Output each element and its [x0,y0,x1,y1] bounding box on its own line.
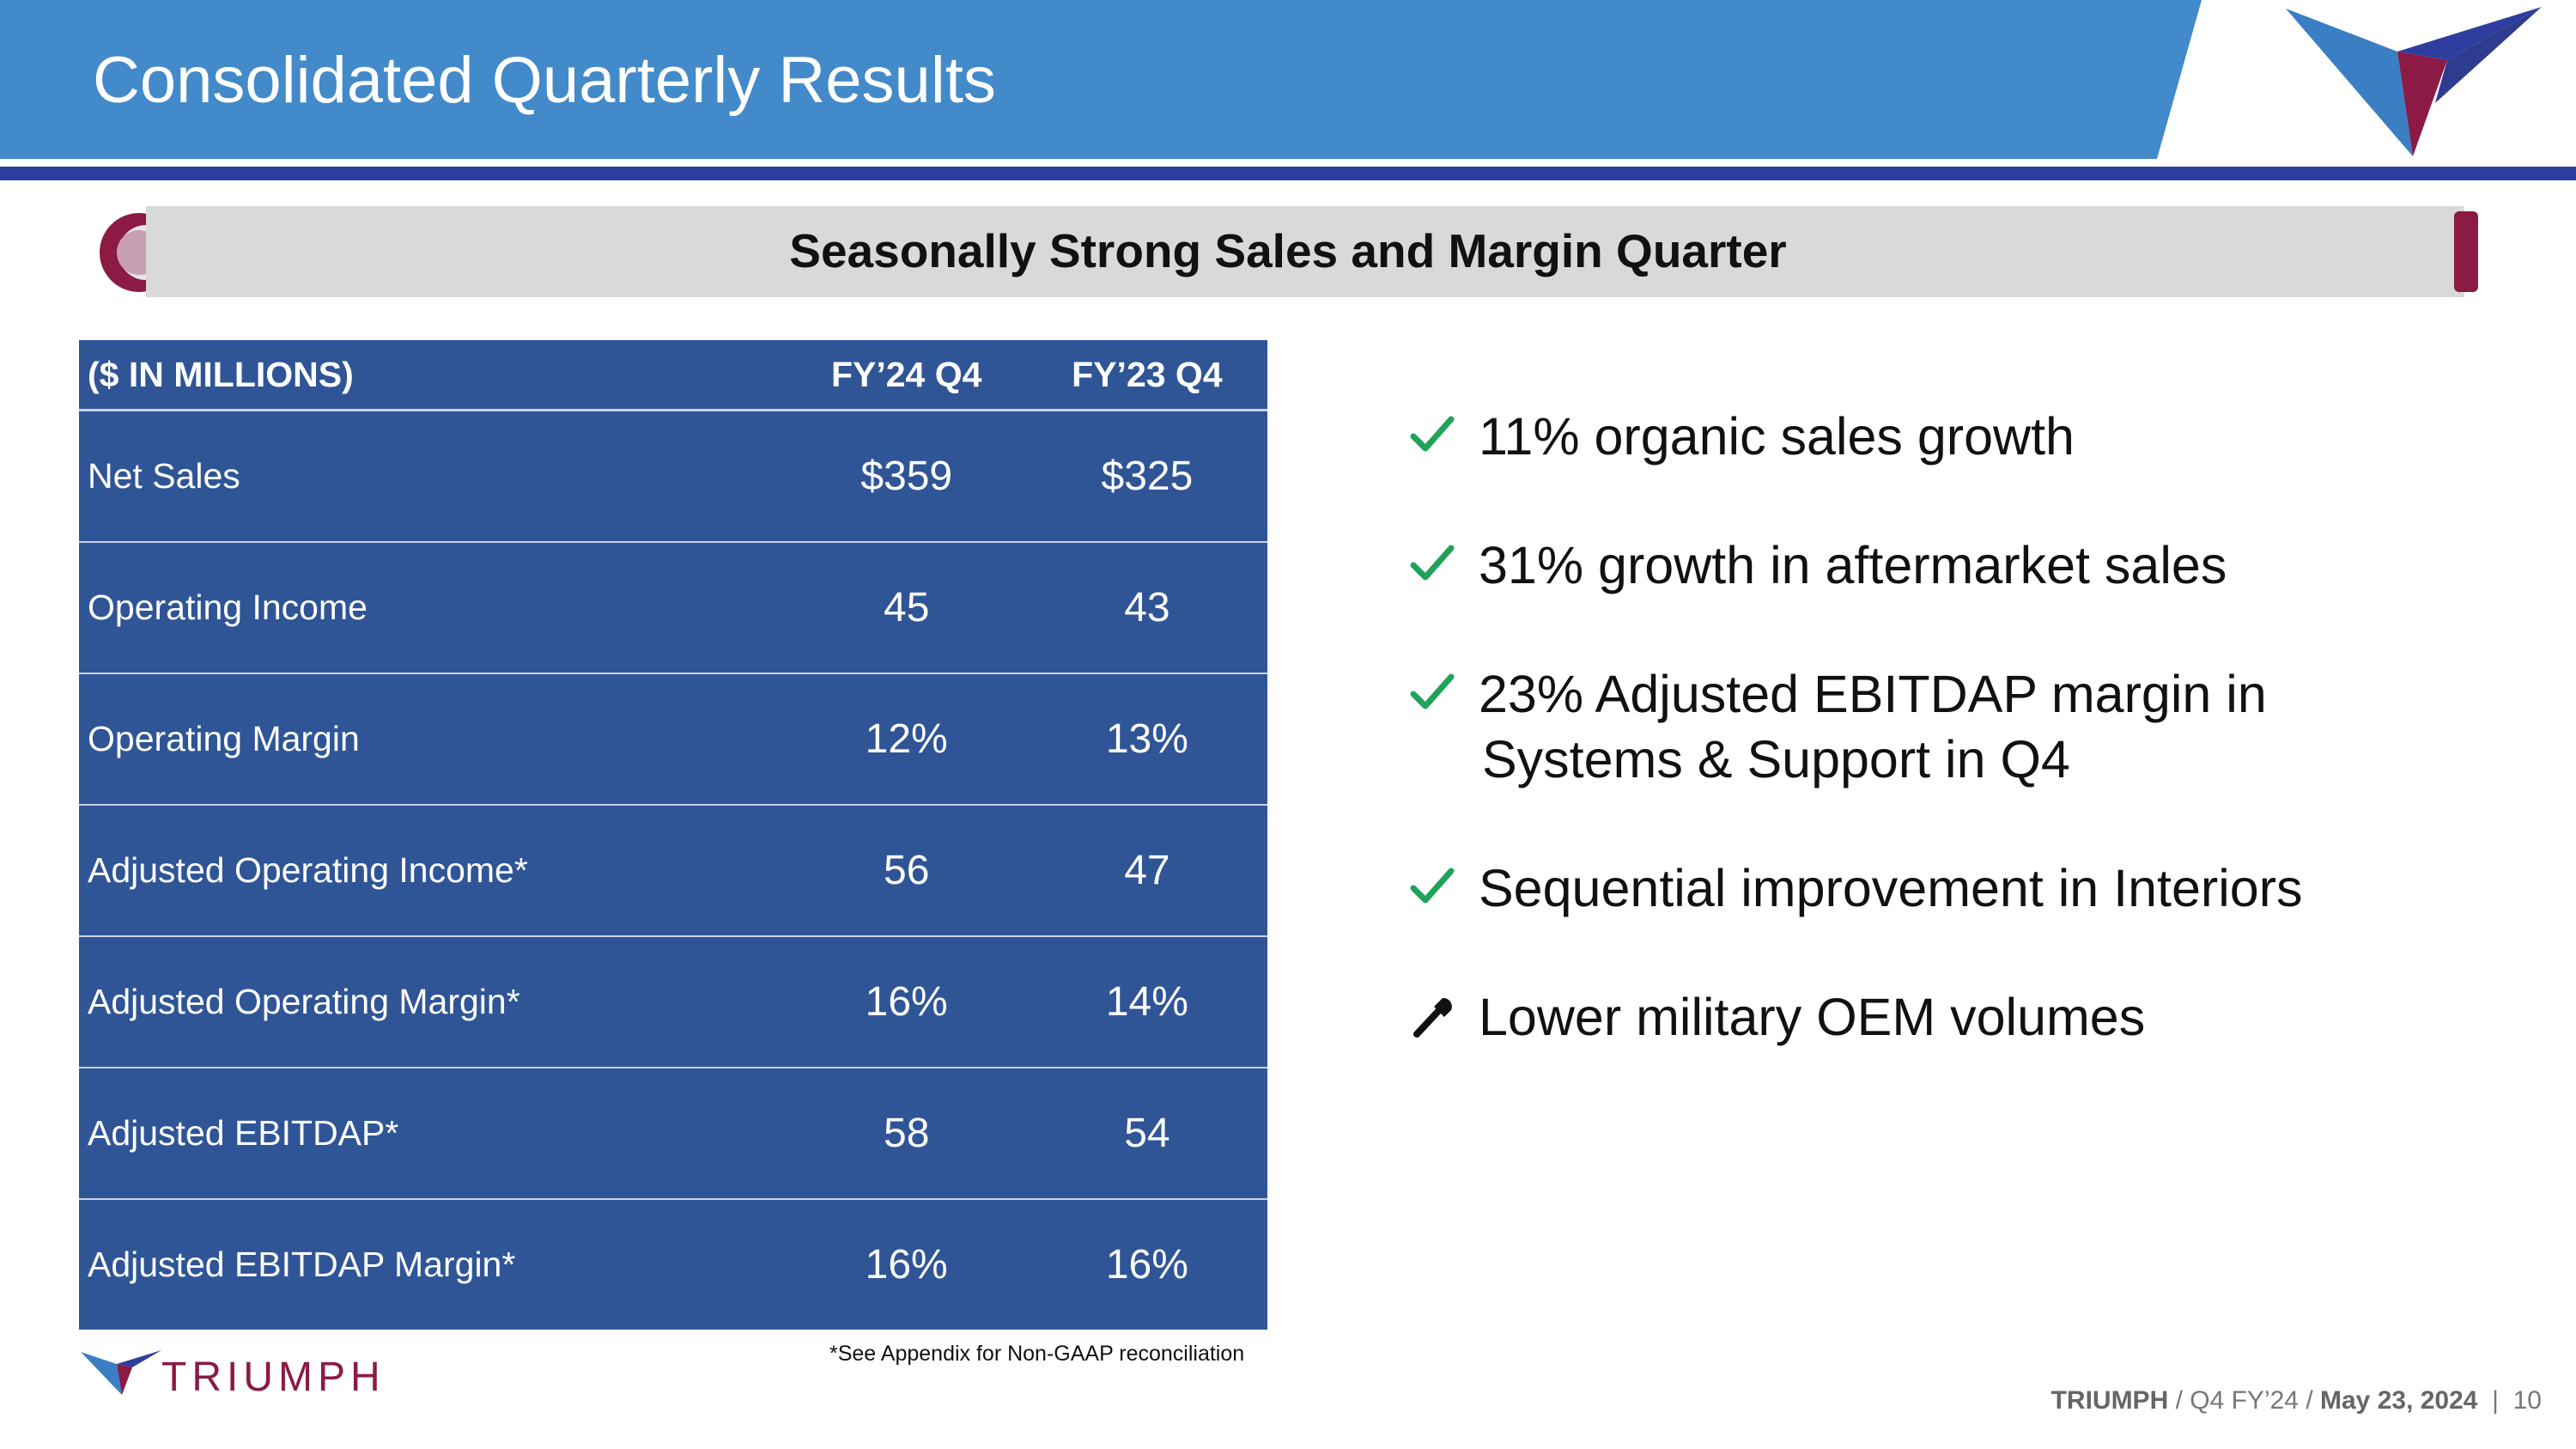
column-header-fy24: FY’24 Q4 [786,340,1027,411]
column-header-fy23: FY’23 Q4 [1026,340,1267,411]
triumph-logo-icon [81,1350,161,1395]
table-row: Net Sales $359 $325 [79,410,1267,543]
fy23-value: 16% [1105,1242,1188,1288]
page-number: 10 [2512,1386,2542,1415]
check-icon [1410,416,1455,452]
fy23-value: 13% [1026,673,1267,806]
triumph-logo-icon [2286,7,2542,156]
bullet-text: Sequential improvement in Interiors [1479,859,2303,917]
footer-separator: / [2168,1386,2190,1415]
fy24-value: 16% [865,1242,948,1288]
list-item: Sequential improvement in Interiors [1400,855,2516,921]
fy23-value: 14% [1026,936,1267,1068]
highlights-list: 11% organic sales growth 31% growth in a… [1400,404,2516,1113]
row-label: Operating Margin [79,673,787,806]
footer-separator: | [2477,1386,2513,1415]
list-item: 23% Adjusted EBITDAP margin in Systems &… [1400,661,2516,792]
fy23-value: 54 [1026,1068,1267,1200]
list-item: Lower military OEM volumes [1400,984,2516,1050]
footer-period: Q4 FY’24 [2190,1386,2299,1415]
table-footnote: *See Appendix for Non-GAAP reconciliatio… [829,1342,1245,1366]
fy24-value: 58 [786,1068,1027,1200]
footer-brand: TRIUMPH [79,1349,440,1400]
check-icon [1410,868,1455,904]
fy24-value: 45 [786,542,1027,674]
row-label: Operating Income [79,542,787,674]
table-row: Adjusted EBITDAP* 58 54 [79,1068,1267,1200]
footer-company: TRIUMPH [2050,1386,2169,1415]
fy24-value: $359 [786,410,1027,543]
row-label: Adjusted EBITDAP Margin* [88,1245,516,1284]
check-icon [1410,673,1455,709]
footer-date: May 23, 2024 [2320,1386,2478,1415]
row-label: Adjusted Operating Margin* [79,936,787,1068]
table-row: Adjusted Operating Income* 56 47 [79,805,1267,937]
fy23-value: $325 [1026,410,1267,543]
wrench-icon [1413,997,1452,1038]
fy24-value: 12% [786,673,1027,806]
table-row: Adjusted Operating Margin* 16% 14% [79,936,1267,1068]
fy23-value: 47 [1026,805,1267,937]
fy24-value: 16% [786,936,1027,1068]
table-header-row: ($ IN MILLIONS) FY’24 Q4 FY’23 Q4 [79,340,1267,411]
row-label: Net Sales [79,410,787,543]
row-label: Adjusted EBITDAP* [79,1068,787,1200]
bullet-text: 11% organic sales growth [1479,407,2075,466]
column-header-label: ($ IN MILLIONS) [79,340,787,411]
bullet-text: 23% Adjusted EBITDAP margin in [1479,665,2267,723]
fy23-value: 43 [1026,542,1267,674]
list-item: 31% growth in aftermarket sales [1400,533,2516,598]
page-title: Consolidated Quarterly Results [93,44,996,117]
table-row: Adjusted EBITDAP Margin* 16% 16% [79,1199,1267,1330]
fy24-value: 56 [786,805,1027,937]
bullet-text: Lower military OEM volumes [1479,988,2146,1046]
brand-wordmark: TRIUMPH [161,1355,386,1400]
header-rule [0,167,2576,180]
subtitle: Seasonally Strong Sales and Margin Quart… [789,224,1787,277]
row-label: Adjusted Operating Income* [79,805,787,937]
list-item: 11% organic sales growth [1400,404,2516,469]
table-row: Operating Income 45 43 [79,542,1267,674]
check-icon [1410,545,1455,581]
footer-separator: / [2298,1386,2320,1415]
bullet-text: 31% growth in aftermarket sales [1479,536,2227,594]
bullet-text-continued: Systems & Support in Q4 [1482,730,2070,788]
subtitle-bar [100,206,2478,297]
footer-meta: TRIUMPH / Q4 FY’24 / May 23, 2024 | 10 [2051,1386,2542,1416]
header-band [0,0,2202,159]
results-table: ($ IN MILLIONS) FY’24 Q4 FY’23 Q4 Net Sa… [79,340,1267,1330]
table-row: Operating Margin 12% 13% [79,673,1267,806]
